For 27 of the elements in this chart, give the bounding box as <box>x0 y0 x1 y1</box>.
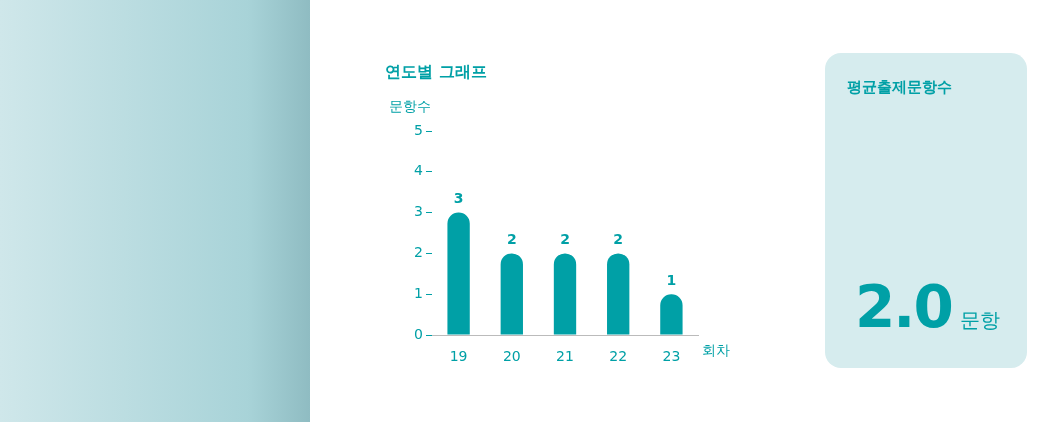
x-tick-label: 23 <box>662 348 681 365</box>
y-tick-label: 4 <box>414 162 424 179</box>
x-axis-title: 회차 <box>702 342 730 360</box>
x-tick-label: 21 <box>556 348 574 365</box>
y-tick-label: 5 <box>414 121 423 138</box>
data-label: 2 <box>560 231 570 248</box>
data-label: 1 <box>666 271 677 288</box>
y-tick-label: 0 <box>414 325 423 342</box>
bar <box>607 253 630 335</box>
y-tick-label: 2 <box>414 244 423 261</box>
bar <box>500 253 523 335</box>
data-label: 2 <box>506 231 517 248</box>
bar <box>447 212 470 335</box>
y-axis-title: 문항수 <box>389 98 431 116</box>
x-tick-label: 19 <box>449 348 468 365</box>
data-label: 2 <box>613 231 624 248</box>
bar <box>660 294 683 335</box>
y-tick-label: 3 <box>414 203 423 220</box>
text: 2.0 <box>855 273 952 341</box>
text: 문항 <box>959 308 1000 332</box>
text: 평균출제문항수 <box>847 78 952 97</box>
y-tick-label: 1 <box>414 284 423 301</box>
chart-title: 연도별 그래프 <box>385 62 487 83</box>
x-tick-label: 20 <box>502 348 521 365</box>
bar <box>553 253 577 335</box>
x-tick-label: 22 <box>609 348 628 365</box>
data-label: 3 <box>453 190 464 207</box>
